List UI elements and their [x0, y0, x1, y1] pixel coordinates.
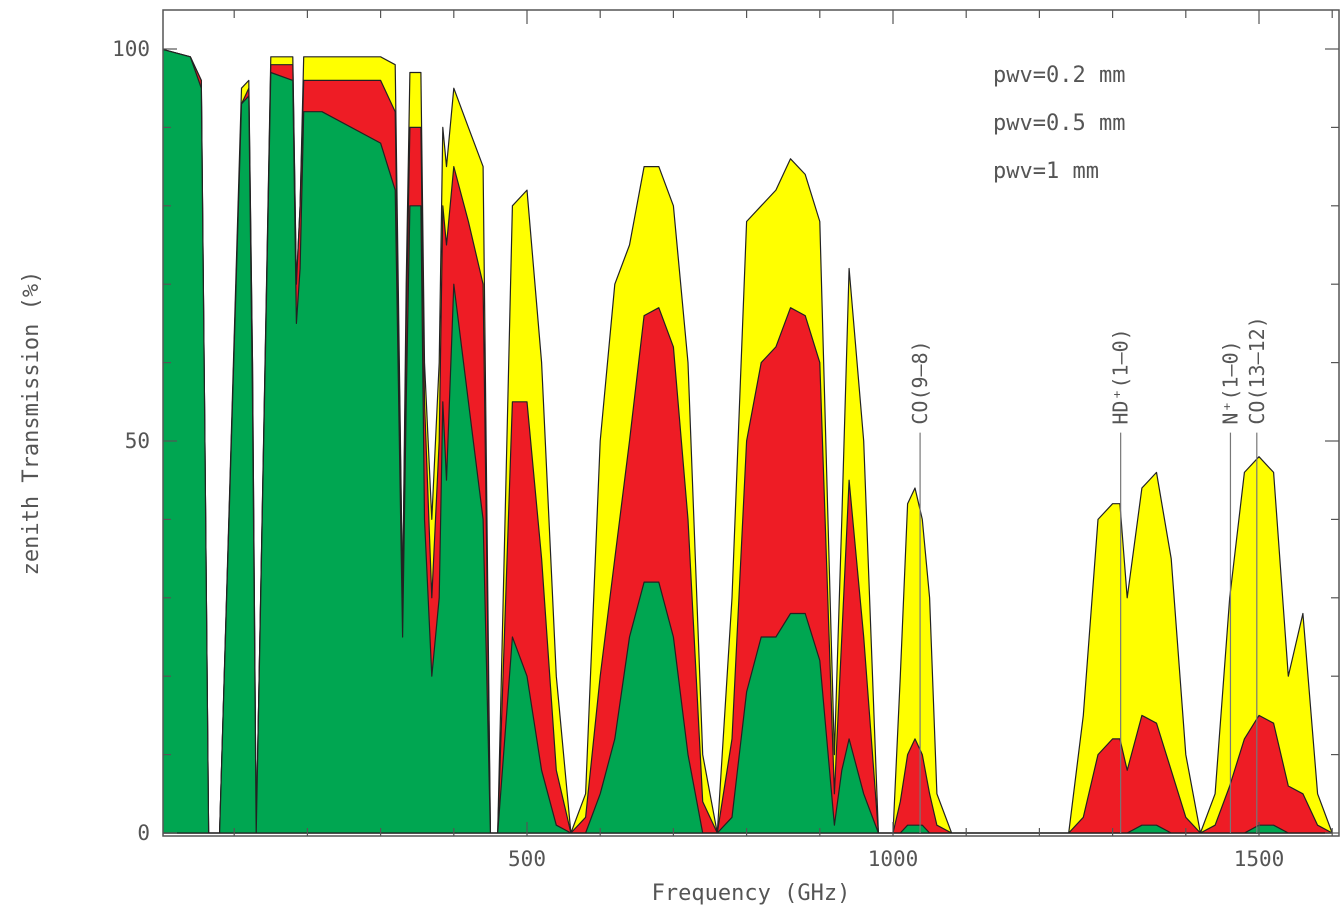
legend-entry-pwv-1: pwv=1 mm — [993, 159, 1099, 184]
x-tick-label-1000: 1000 — [868, 847, 919, 871]
x-tick-label-1500: 1500 — [1234, 847, 1285, 871]
annotation-label-1: CO(9–8) — [908, 340, 932, 424]
axis-ticks: 500 1000 1500 0 50 100 — [112, 10, 1339, 871]
annotation-label-2: HD⁺(1–0) — [1109, 328, 1133, 424]
annotation-label-3: N⁺(1–0) — [1218, 340, 1242, 424]
plot-frame — [162, 9, 1340, 837]
y-tick-label-0: 0 — [137, 821, 150, 845]
y-tick-label-50: 50 — [125, 429, 150, 453]
y-tick-label-100: 100 — [112, 37, 150, 61]
legend: pwv=0.2 mm pwv=0.5 mm pwv=1 mm — [993, 63, 1125, 184]
line-annotations: CO(9–8) HD⁺(1–0) N⁺(1–0) CO(13–12) — [908, 316, 1269, 833]
legend-entry-pwv-0-5: pwv=0.5 mm — [993, 111, 1125, 136]
y-axis-title: zenith Transmission (%) — [19, 271, 44, 576]
x-tick-label-500: 500 — [508, 847, 546, 871]
annotation-label-4: CO(13–12) — [1245, 316, 1269, 424]
legend-entry-pwv-0-2: pwv=0.2 mm — [993, 63, 1125, 88]
x-axis-title: Frequency (GHz) — [652, 881, 851, 906]
series-area-3 — [163, 48, 1333, 834]
series-areas — [163, 48, 1333, 834]
